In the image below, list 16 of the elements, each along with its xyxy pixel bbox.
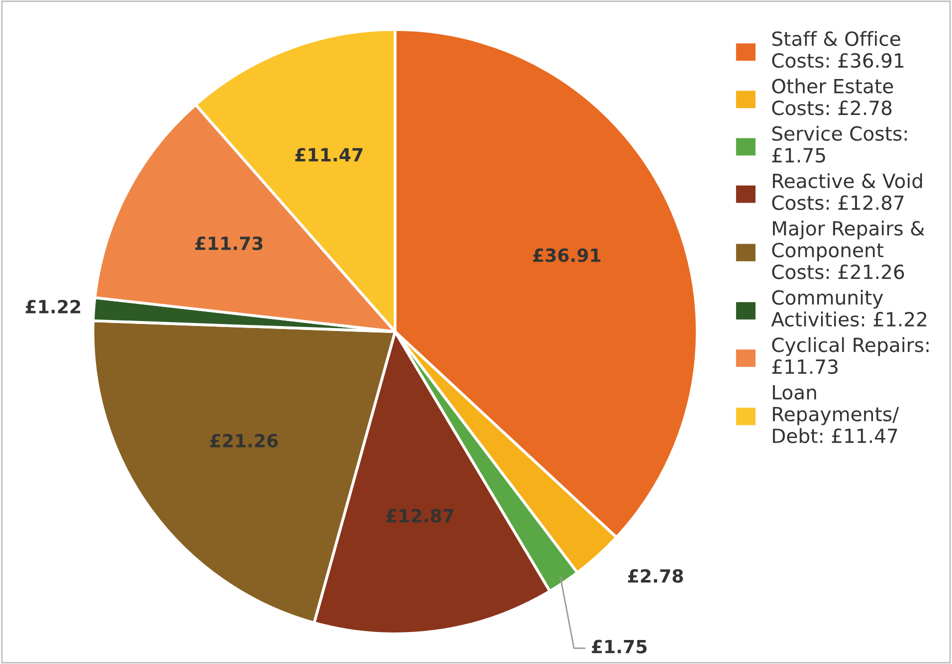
data-label: £1.22 [26, 300, 80, 314]
data-label: £11.47 [295, 148, 362, 162]
data-label: £36.91 [533, 248, 600, 262]
legend-label: Cyclical Repairs: £11.73 [772, 337, 928, 374]
data-label: £2.78 [628, 569, 683, 583]
legend-label: Community Activities: £1.22 [771, 290, 926, 327]
data-label: £11.73 [195, 236, 262, 250]
legend-label: Reactive & Void Costs: £12.87 [772, 173, 922, 210]
legend-label: Major Repairs & Component Costs: £21.26 [772, 220, 924, 280]
data-label: £1.75 [592, 640, 647, 654]
legend-label: Service Costs: £1.75 [772, 126, 907, 163]
legend-label: Staff & Office Costs: £36.91 [772, 31, 904, 68]
data-label: £12.87 [386, 508, 454, 523]
legend-label: Loan Repayments/ Debt: £11.47 [772, 385, 899, 444]
legend-label: Other Estate Costs: £2.78 [772, 78, 893, 116]
data-label: £21.26 [210, 434, 278, 448]
